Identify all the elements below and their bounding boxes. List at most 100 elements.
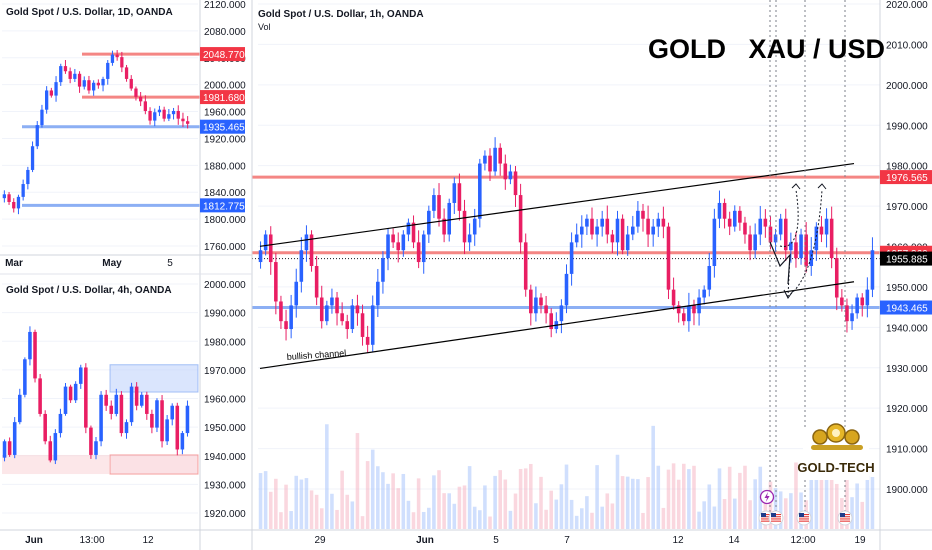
candle-body <box>325 305 329 322</box>
volume-bar <box>421 511 426 529</box>
volume-bar <box>289 511 293 529</box>
lightning-icon[interactable] <box>759 489 775 505</box>
price-badge <box>200 198 245 213</box>
candle-body <box>585 218 589 227</box>
y-tick-label: 1960.000 <box>204 108 246 119</box>
candle-body <box>89 427 93 455</box>
us-flag-icon[interactable] <box>837 510 853 526</box>
candle-body <box>467 234 472 243</box>
y-tick-label: 1900.000 <box>886 485 928 496</box>
volume-bar <box>671 463 676 529</box>
volume-bar <box>590 512 594 529</box>
volume-bar <box>692 465 696 529</box>
volume-bar <box>789 493 793 529</box>
candle-body <box>63 66 68 72</box>
arrow-head <box>791 183 801 190</box>
price-badge-label: 1943.465 <box>886 304 928 315</box>
candle-body <box>574 234 579 243</box>
candle-body <box>529 289 533 314</box>
candle-body <box>559 305 564 322</box>
flag-canton <box>840 513 845 517</box>
arrow-head <box>783 289 794 299</box>
volume-bar <box>411 512 416 529</box>
candle-body <box>472 218 477 235</box>
projection-up-2 <box>787 189 823 297</box>
volume-bar <box>834 483 839 529</box>
candle-body <box>68 71 72 79</box>
x-tick-label: 5 <box>493 535 499 546</box>
candle-body <box>40 109 44 126</box>
y-tick-label: 1910.000 <box>886 445 928 456</box>
candle-body <box>692 305 696 314</box>
volume-bar <box>360 516 365 529</box>
candle-body <box>376 281 380 306</box>
volume-bar <box>595 465 599 529</box>
candle-body <box>258 250 263 263</box>
candle-body <box>620 218 625 251</box>
x-tick-label: 7 <box>564 535 570 546</box>
candle-body <box>274 262 278 302</box>
volume-bar <box>427 507 431 529</box>
candle-body <box>778 218 783 235</box>
x-tick-label: 19 <box>854 535 866 546</box>
volume-bar <box>829 447 834 529</box>
candle-body <box>360 313 365 337</box>
volume-bar <box>666 469 671 529</box>
candle-body <box>763 218 768 227</box>
volume-bar <box>574 515 579 529</box>
volume-bar <box>605 493 610 529</box>
volume-bar <box>748 500 752 529</box>
candle-body <box>600 218 604 227</box>
volume-bar <box>478 510 482 529</box>
price-badge <box>880 170 932 185</box>
x-tick-label: 12:00 <box>790 535 815 546</box>
candle-body <box>114 394 119 414</box>
volume-bar <box>534 503 538 529</box>
candle-body <box>656 218 661 227</box>
candle-body <box>580 226 584 235</box>
candle-body <box>636 210 640 227</box>
price-path <box>769 241 791 285</box>
candle-body <box>483 155 487 164</box>
candle-body <box>7 441 12 455</box>
volume-bar <box>319 508 324 529</box>
x-tick-label: Jun <box>25 535 43 546</box>
candle-body <box>160 400 164 442</box>
volume-bar <box>773 488 778 529</box>
candle-body <box>289 305 293 330</box>
volume-bar <box>396 488 401 529</box>
us-flag-icon[interactable] <box>796 510 812 526</box>
candle-body <box>35 125 39 147</box>
us-flag-icon[interactable] <box>768 510 784 526</box>
price-badge <box>200 90 245 105</box>
drawings <box>259 0 855 512</box>
y-tick-label: 2000.000 <box>886 81 928 92</box>
candle-body <box>534 297 538 314</box>
volume-bar <box>824 462 829 529</box>
candle-body <box>59 66 63 83</box>
candle-body <box>139 96 143 102</box>
volume-bar <box>437 470 441 529</box>
candle-body <box>119 394 124 434</box>
flag-stripe <box>771 518 781 520</box>
candle-body <box>498 147 502 164</box>
volume-bar <box>564 464 569 529</box>
y-tick-label: 1920.000 <box>886 404 928 415</box>
candle-body <box>153 112 157 121</box>
candle-body <box>110 54 115 63</box>
candle-body <box>139 394 144 406</box>
y-tick-label: 2020.000 <box>886 0 928 11</box>
candle-body <box>544 305 548 314</box>
candle-body <box>87 80 91 91</box>
candle-body <box>355 305 360 314</box>
candle-body <box>809 250 814 266</box>
volume-bar <box>325 424 329 529</box>
candle-body <box>391 234 395 243</box>
candle-body <box>773 234 778 243</box>
volume-bar <box>651 425 655 529</box>
h4-title: Gold Spot / U.S. Dollar, 4h, OANDA <box>6 285 172 296</box>
candle-body <box>63 386 68 414</box>
candle-body <box>447 202 452 235</box>
candle-body <box>615 218 620 243</box>
y-tick-label: 2080.000 <box>204 27 246 38</box>
